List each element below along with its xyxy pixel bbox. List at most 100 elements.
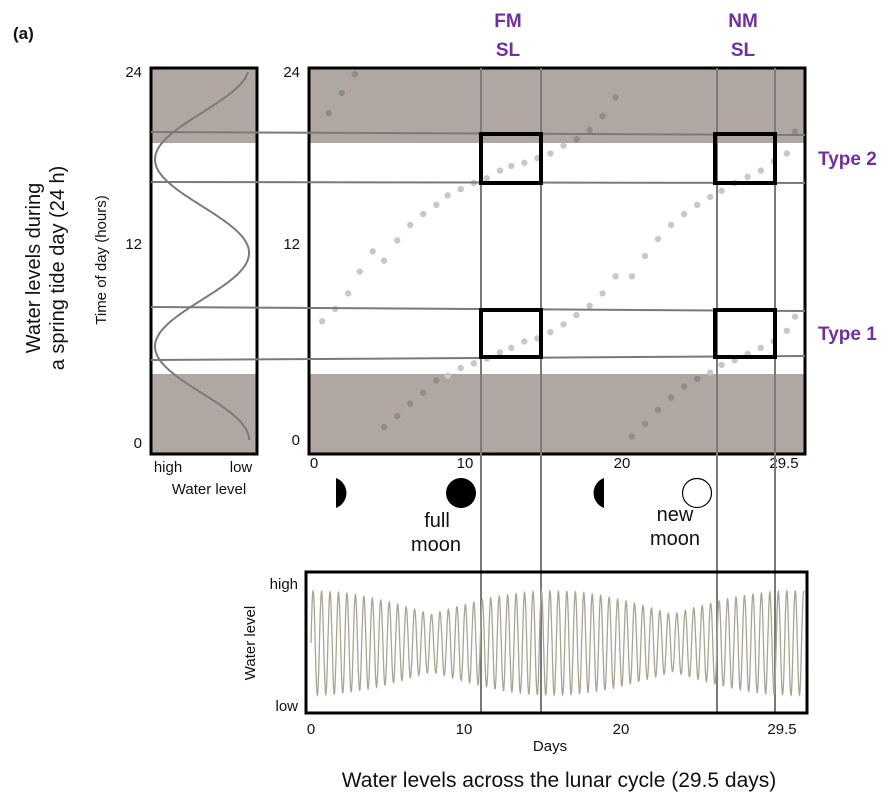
box-nm-type1 — [713, 308, 777, 359]
moon-time-point — [521, 338, 528, 345]
main-xtick-20: 20 — [614, 455, 631, 472]
bottom-ylabel: Water level — [242, 606, 259, 680]
sl-label-fm: SL — [496, 40, 521, 61]
moon-time-point — [573, 311, 580, 319]
moon-time-point — [338, 89, 345, 97]
moon-time-point — [628, 273, 636, 280]
moon-time-point — [457, 186, 464, 193]
left-tide-curve — [153, 71, 251, 441]
left-plot-frame — [149, 66, 259, 456]
main-plot-frame — [307, 66, 807, 456]
main-xtick-29-5: 29.5 — [769, 455, 798, 472]
moon-time-point — [380, 423, 388, 431]
moon-time-point — [654, 406, 662, 414]
moon-time-point — [744, 173, 751, 180]
moon-time-point — [573, 136, 580, 143]
moon-time-point — [521, 159, 528, 166]
moon-time-point — [547, 329, 554, 336]
bottom-tide-plot: Water level high low 0 10 20 29.5 Days W… — [242, 570, 809, 792]
moon-time-point — [718, 187, 725, 194]
moon-time-point — [599, 290, 606, 297]
moon-time-point — [628, 433, 636, 440]
moon-time-point — [694, 375, 701, 382]
moon-time-point — [433, 201, 440, 208]
moon-time-point — [757, 167, 764, 174]
moon-time-point — [707, 369, 714, 376]
main-ytick-24: 24 — [283, 64, 300, 81]
moon-time-point — [783, 327, 790, 334]
moon-time-point — [757, 344, 764, 351]
top-labels: FM SL NM SL — [494, 11, 758, 61]
moon-time-point — [470, 360, 477, 367]
left-ylabel: Time of day (hours) — [93, 195, 110, 325]
panel-label: (a) — [13, 24, 34, 43]
new-moon-label-1: new — [657, 504, 694, 526]
type2-label: Type 2 — [818, 149, 877, 170]
left-ytick-24: 24 — [125, 64, 142, 81]
window-boxes — [479, 132, 777, 359]
sl-label-nm: SL — [731, 40, 756, 61]
moon-time-point — [457, 364, 464, 372]
moon-time-point — [694, 201, 701, 208]
moon-time-point — [680, 210, 688, 218]
left-xlabel: Water level — [172, 481, 246, 498]
new-moon-label-2: moon — [650, 528, 700, 550]
moon-time-point — [783, 150, 790, 157]
moon-time-point — [433, 377, 440, 384]
moon-time-point — [369, 248, 376, 255]
first-quarter-moon-icon — [336, 478, 347, 508]
moon-time-point — [420, 389, 427, 396]
moon-time-point — [547, 150, 554, 157]
moon-phases: full moon new moon — [336, 477, 713, 556]
moon-time-point — [325, 109, 332, 117]
full-moon-icon — [446, 478, 476, 508]
moon-time-point — [394, 412, 401, 420]
bottom-xtick-10: 10 — [456, 721, 473, 738]
moon-time-point — [599, 113, 606, 120]
moon-time-point — [351, 71, 358, 78]
moon-time-point — [707, 193, 714, 201]
box-nm-type2 — [713, 132, 777, 185]
main-lunar-time-plot: 24 12 0 0 10 20 29.5 — [283, 64, 807, 472]
bottom-ytick-high: high — [270, 576, 298, 593]
main-xtick-10: 10 — [457, 455, 474, 472]
moon-time-point — [407, 400, 414, 407]
outer-label-line1: Water levels during — [23, 183, 45, 353]
moon-time-point — [560, 142, 567, 149]
moon-time-point — [319, 318, 326, 325]
left-xtick-low: low — [230, 459, 253, 476]
box-fm-type2 — [479, 132, 543, 185]
bottom-xlabel: Days — [533, 738, 567, 755]
moon-time-point — [394, 237, 401, 244]
bottom-caption: Water levels across the lunar cycle (29.… — [342, 769, 777, 792]
type1-label: Type 1 — [818, 324, 877, 345]
moon-time-point — [483, 175, 490, 182]
bottom-xtick-20: 20 — [613, 721, 630, 738]
hline-type1-bottom — [150, 355, 806, 361]
bottom-xtick-0: 0 — [307, 721, 315, 738]
hline-type1-top — [150, 306, 806, 312]
moon-time-point — [667, 221, 675, 229]
new-moon-icon — [681, 477, 713, 509]
last-quarter-moon-icon — [593, 478, 604, 508]
full-moon-label-1: full — [424, 510, 450, 532]
moon-time-point — [654, 235, 662, 243]
moon-time-point — [586, 127, 593, 134]
main-ytick-0: 0 — [292, 432, 300, 449]
box-fm-type1 — [479, 308, 543, 359]
outer-label-line2: a spring tide day (24 h) — [47, 166, 69, 371]
tide-wave-line — [310, 589, 805, 697]
moon-time-point — [680, 383, 688, 390]
moon-time-point — [508, 344, 515, 351]
main-ytick-12: 12 — [283, 236, 300, 253]
moon-time-point — [380, 257, 388, 264]
main-shade-bottom — [309, 374, 805, 454]
moon-time-point — [641, 420, 649, 428]
moon-time-point — [508, 162, 515, 170]
moon-time-point — [407, 221, 414, 229]
bottom-xtick-29-5: 29.5 — [767, 721, 796, 738]
moon-time-point — [612, 273, 619, 280]
moon-time-point — [791, 313, 799, 320]
left-shade-bottom — [151, 374, 257, 454]
